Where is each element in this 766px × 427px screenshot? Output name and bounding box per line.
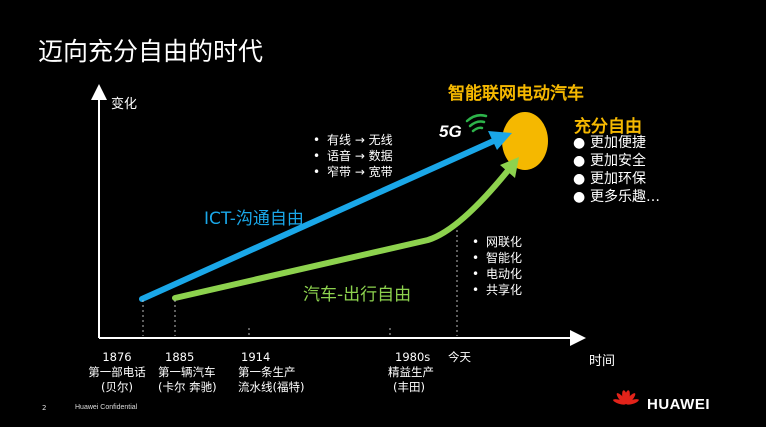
list-item: • 智能化 xyxy=(472,251,523,265)
car-line xyxy=(172,165,513,301)
list-item: ● 更加环保 xyxy=(573,171,646,187)
freedom-heading: 充分自由 xyxy=(574,117,642,137)
signal-icon xyxy=(465,113,488,133)
confidential-label: Huawei Confidential xyxy=(75,404,138,411)
car-arrowhead xyxy=(500,157,519,178)
target-circle xyxy=(502,112,548,170)
x-axis-label: 时间 xyxy=(589,354,616,369)
timeline-label-1885: 1885 第一辆汽车 (卡尔 奔驰) xyxy=(158,350,217,394)
freedom-bullets: ● 更加便捷 ● 更加安全 ● 更加环保 ● 更多乐趣… xyxy=(573,134,660,206)
list-item: • 共享化 xyxy=(472,283,523,297)
ict-label: ICT-沟通自由 xyxy=(204,209,304,229)
huawei-logo-icon xyxy=(613,390,639,405)
car-bullets: • 网联化 • 智能化 • 电动化 • 共享化 xyxy=(472,234,522,298)
page-number: 2 xyxy=(42,404,47,412)
timeline-label-1876: 1876 第一部电话 (贝尔) xyxy=(88,350,146,394)
list-item: • 网联化 xyxy=(472,235,523,249)
list-item: • 有线 → 无线 xyxy=(313,133,393,147)
list-item: • 语音 → 数据 xyxy=(313,149,393,163)
ict-arrowhead xyxy=(488,131,512,150)
car-label: 汽车-出行自由 xyxy=(303,285,412,305)
ict-line xyxy=(139,136,501,302)
timeline-label-1914: 1914 第一条生产 流水线(福特) xyxy=(238,350,305,394)
target-heading: 智能联网电动汽车 xyxy=(448,84,584,104)
list-item: • 窄带 → 宽带 xyxy=(313,165,393,179)
y-axis-label: 变化 xyxy=(111,97,138,112)
page-title: 迈向充分自由的时代 xyxy=(38,37,264,66)
brand-name: HUAWEI xyxy=(647,396,710,413)
timeline-label-1980s: 1980s 精益生产 (丰田) xyxy=(388,350,434,394)
ict-bullets: • 有线 → 无线 • 语音 → 数据 • 窄带 → 宽带 xyxy=(313,132,393,180)
list-item: ● 更加便捷 xyxy=(573,135,646,151)
list-item: • 电动化 xyxy=(472,267,523,281)
list-item: ● 更加安全 xyxy=(573,153,646,169)
timeline-label-today: 今天 xyxy=(448,350,471,364)
list-item: ● 更多乐趣… xyxy=(573,189,660,205)
5g-badge: 5G xyxy=(439,122,462,141)
